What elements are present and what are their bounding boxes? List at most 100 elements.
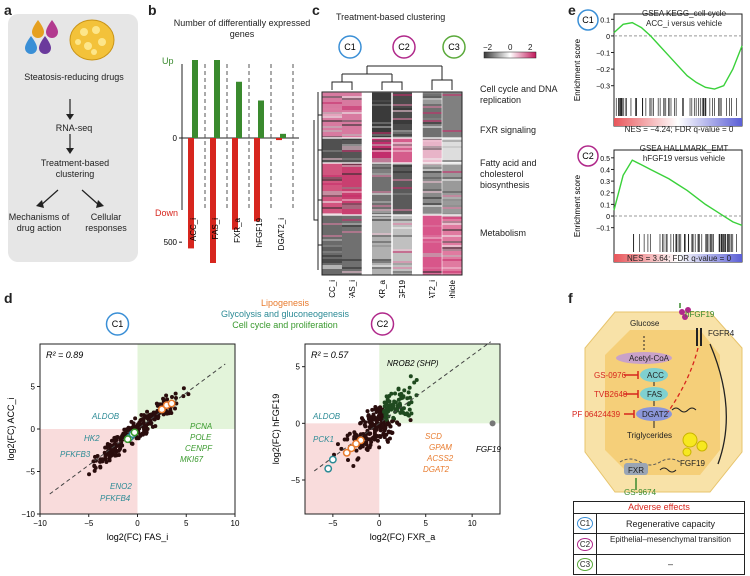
- gs9674-label: GS-9674: [624, 488, 657, 497]
- gene-label-orange: ACSS2: [426, 454, 454, 463]
- r2-label: R² = 0.89: [46, 350, 83, 360]
- gene-point: [397, 422, 402, 427]
- gsea-ytick-label: 0.4: [600, 167, 610, 174]
- hepatocyte-icon: [69, 19, 115, 61]
- heatmap-row-stripe: [392, 163, 412, 165]
- gsea-cluster-badge: [577, 9, 599, 31]
- gene-point: [173, 406, 178, 411]
- scatter-ytick-label: −10: [21, 510, 35, 519]
- scatter-xtick-label: 0: [377, 519, 382, 528]
- gene-point: [98, 465, 103, 470]
- bar-down-DGAT2_i: [276, 138, 282, 141]
- heatmap-row-stripe: [342, 165, 362, 167]
- gene-point: [107, 454, 112, 459]
- heatmap-row-stripe: [372, 235, 392, 237]
- heatmap-row-stripe: [422, 92, 442, 94]
- gene-point: [377, 406, 382, 411]
- scatter-xlabel: log2(FC) FXR_a: [370, 532, 436, 542]
- heatmap-row-stripe: [372, 171, 392, 173]
- heatmap-row-stripe: [442, 229, 462, 231]
- highlight-gene-point: [324, 464, 333, 473]
- gene-point: [385, 438, 390, 443]
- scatter-ytick-label: 0: [31, 425, 36, 434]
- adverse-text: –: [596, 555, 744, 574]
- heatmap-row-stripe: [342, 207, 362, 209]
- heatmap-row-stripe: [372, 122, 392, 124]
- gene-label-shp: NROB2 (SHP): [387, 359, 439, 368]
- heatmap-row-stripe: [422, 255, 442, 257]
- heatmap-row-stripe: [372, 219, 392, 221]
- scatter-xtick-label: −5: [328, 519, 338, 528]
- gene-label-green: PCNA: [190, 422, 212, 431]
- heatmap-row-stripe: [392, 120, 412, 122]
- heatmap-row-stripe: [372, 134, 392, 136]
- gene-point: [397, 401, 402, 406]
- bar-up-DGAT2_i: [280, 133, 286, 138]
- gene-point: [107, 451, 112, 456]
- heatmap-row-stripe: [322, 255, 342, 257]
- heatmap-row-stripe: [322, 191, 342, 193]
- heatmap-row-stripe: [392, 118, 412, 120]
- gene-point: [123, 428, 128, 433]
- gene-point: [111, 445, 116, 450]
- adverse-effects-table: Adverse effects C1 Regenerative capacity…: [573, 501, 745, 575]
- heatmap: C1 C2 C3 ACC_i FAS_i FXR_a hFGF19 DGAT2_i Vehicl…: [313, 35, 537, 298]
- column-dendrogram: [331, 65, 453, 90]
- heatmap-row-stripe: [372, 158, 392, 160]
- category-label: hFGF19: [255, 217, 264, 247]
- heatmap-title: Treatment-based clustering: [336, 12, 446, 22]
- heatmap-row-stripe: [372, 201, 392, 203]
- heatmap-row-stripe: [442, 207, 462, 209]
- gene-point: [380, 424, 385, 429]
- heatmap-row-stripe: [322, 175, 342, 177]
- bar-up-hFGF19: [258, 100, 264, 138]
- gene-point: [387, 422, 392, 427]
- highlight-gene-point: [123, 435, 132, 444]
- gene-point: [375, 434, 380, 439]
- heatmap-row-stripe: [372, 148, 392, 150]
- category-label: FXR_a: [233, 217, 242, 242]
- down-label: Down: [155, 208, 179, 218]
- gsea-ytick-label: −0.1: [596, 226, 610, 233]
- gene-point: [100, 457, 105, 462]
- gsea-ytick-label: 0.3: [600, 179, 610, 186]
- gene-point: [396, 386, 401, 391]
- heatmap-row-stripe: [442, 179, 462, 181]
- scale-bar: [483, 51, 537, 59]
- heatmap-row-stripe: [442, 259, 462, 261]
- gene-label-teal: ALDOB: [91, 412, 120, 421]
- heatmap-row-stripe: [422, 140, 442, 142]
- gene-point: [105, 444, 110, 449]
- gsea-ytick-label: −0.2: [596, 67, 610, 74]
- gsea-bottom-title1: GSEA HALLMARK_EMT: [639, 144, 729, 153]
- pathway-diagram: [584, 303, 743, 493]
- drug-drops-icon: [25, 20, 58, 54]
- gsea-rank-bar: [614, 118, 742, 126]
- panel-d-label: d: [4, 290, 13, 306]
- gene-point: [104, 460, 109, 465]
- heatmap-row-stripe: [342, 124, 362, 126]
- gene-point: [367, 445, 372, 450]
- heatmap-row-stripe: [422, 253, 442, 255]
- gene-point: [388, 405, 393, 410]
- gene-point: [402, 388, 407, 393]
- heatmap-block: [342, 92, 362, 138]
- heatmap-row-stripe: [392, 225, 412, 227]
- gene-label-teal: HK2: [84, 434, 100, 443]
- heatmap-row-stripe: [372, 175, 392, 177]
- tick-down-label: 500: [164, 238, 178, 247]
- heatmap-row-stripe: [442, 199, 462, 201]
- fxr-node: [624, 463, 648, 475]
- gene-point: [116, 452, 121, 457]
- dna-icon: [671, 407, 697, 413]
- gene-label-teal: ENO2: [110, 482, 132, 491]
- gene-point: [112, 435, 117, 440]
- heatmap-row-stripe: [342, 205, 362, 207]
- gene-point: [129, 441, 134, 446]
- gene-point: [358, 445, 363, 450]
- gene-point: [149, 421, 154, 426]
- heatmap-row-stripe: [322, 223, 342, 225]
- bar-down-FXR_a: [232, 138, 238, 230]
- scatter-ytick-label: 0: [296, 419, 301, 428]
- heatmap-row-stripe: [342, 191, 362, 193]
